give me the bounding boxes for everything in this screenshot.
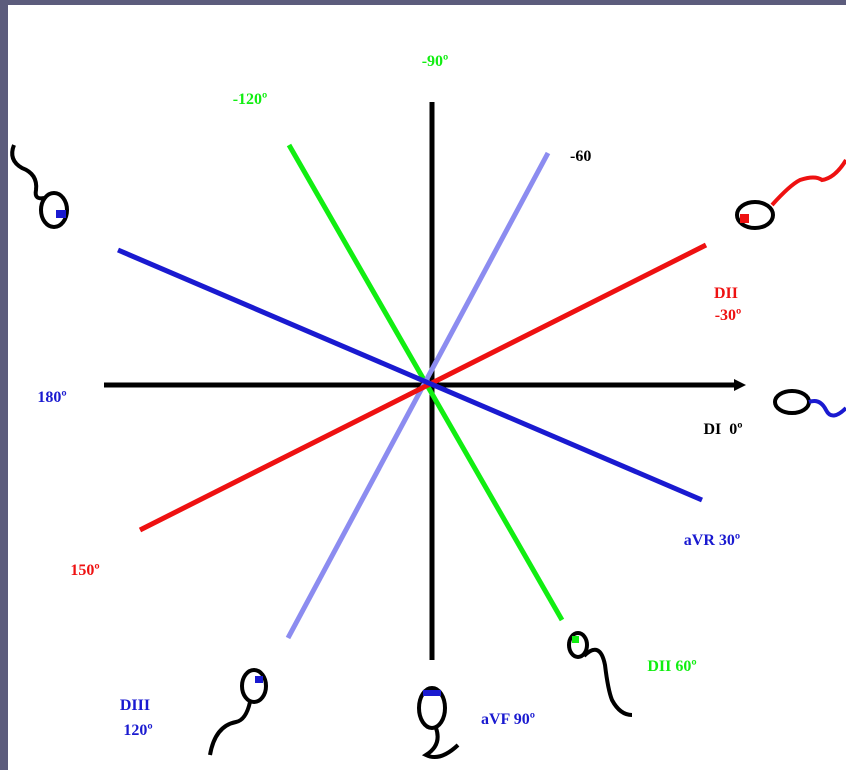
label: -120º — [233, 91, 268, 108]
electrode-dot — [740, 214, 749, 223]
electrode-bottom-left — [208, 668, 268, 756]
label: DII — [714, 285, 738, 302]
label: -90º — [422, 53, 449, 70]
label: 120º — [123, 722, 152, 739]
label: DII 60º — [647, 658, 696, 675]
label: -60 — [570, 148, 591, 165]
label: -30º — [715, 307, 742, 324]
axis-arrow — [734, 379, 746, 391]
label: 150º — [70, 562, 99, 579]
lavender-lead-line — [285, 151, 551, 640]
electrode-top-right — [735, 158, 846, 230]
electrode-dot — [56, 210, 66, 218]
blue-lead-line — [117, 247, 703, 503]
label: DIII — [120, 697, 150, 714]
label: 180º — [37, 389, 66, 406]
label: aVR 30º — [684, 532, 740, 549]
electrode-bottom — [417, 686, 460, 759]
electrode-top-left — [10, 144, 69, 229]
electrode-bottom-right — [567, 631, 633, 717]
electrode-dot — [255, 676, 263, 683]
label: DI 0º — [703, 421, 742, 438]
electrode-right — [773, 389, 846, 418]
red-lead-line — [138, 242, 708, 533]
label: aVF 90º — [481, 711, 535, 728]
electrode-dot — [572, 636, 579, 643]
electrode-dot — [423, 690, 441, 696]
